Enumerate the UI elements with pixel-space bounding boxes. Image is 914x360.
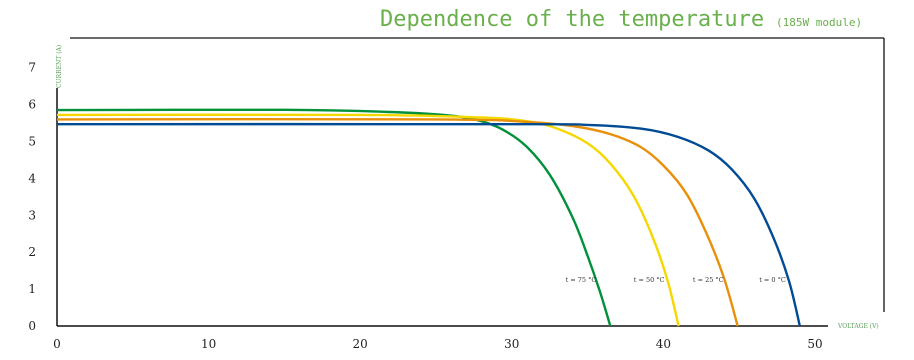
y-axis-label: CURRENT (A) [56, 45, 63, 88]
y-tick-label: 6 [28, 98, 36, 112]
chart-subtitle: (185W module) [776, 16, 862, 29]
x-tick-label: 30 [504, 337, 519, 351]
x-tick-label: 10 [201, 337, 216, 351]
chart-title: Dependence of the temperature [380, 7, 764, 32]
series-label-t75: t = 75 °C [566, 276, 597, 284]
y-tick-label: 4 [28, 171, 36, 185]
y-tick-label: 3 [28, 208, 36, 222]
series-label-t0: t = 0 °C [759, 276, 786, 284]
axis-ticks: 0 10 20 30 40 50 0 1 2 3 4 5 6 7 [28, 61, 822, 351]
chart-frame [56, 37, 885, 327]
series-line-t0 [56, 122, 801, 327]
series-line-t25 [56, 117, 739, 327]
series-labels: t = 75 °C t = 50 °C t = 25 °C t = 0 °C [566, 276, 786, 284]
series-line-t50 [56, 113, 680, 327]
series-label-t25: t = 25 °C [693, 276, 724, 284]
x-tick-label: 50 [807, 337, 822, 351]
y-tick-label: 5 [28, 135, 36, 149]
series-line-t75 [56, 108, 612, 327]
y-tick-label: 7 [28, 61, 36, 75]
y-tick-label: 2 [28, 245, 36, 259]
x-tick-label: 20 [353, 337, 368, 351]
series-label-t50: t = 50 °C [634, 276, 665, 284]
y-tick-label: 0 [28, 319, 36, 333]
x-tick-label: 0 [53, 337, 61, 351]
series-lines [56, 108, 801, 327]
x-tick-label: 40 [656, 337, 671, 351]
x-axis-label: VOLTAGE (V) [837, 323, 879, 330]
y-tick-label: 1 [28, 282, 36, 296]
